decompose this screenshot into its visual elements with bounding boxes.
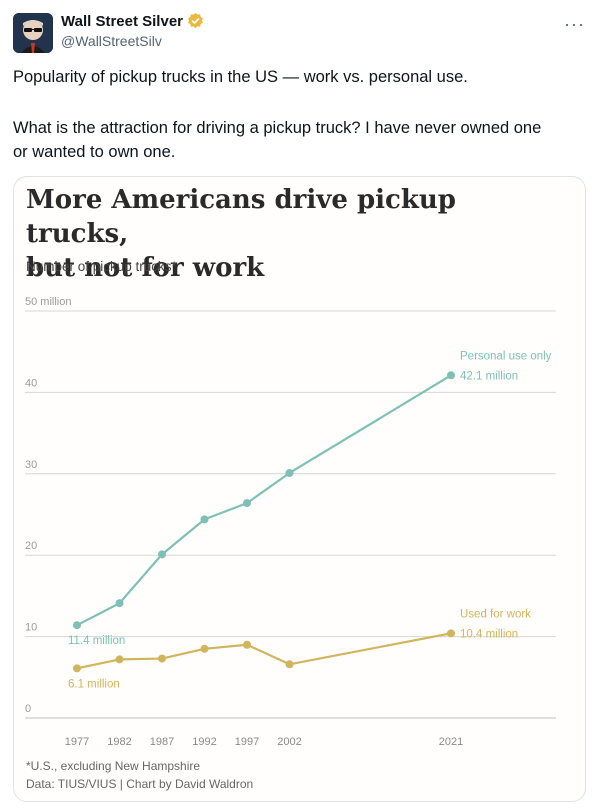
x-tick-label: 1987 (150, 736, 174, 748)
handle[interactable]: @WallStreetSilv (61, 33, 162, 49)
chart-footnote: *U.S., excluding New Hampshire (26, 759, 201, 773)
data-point (158, 654, 166, 663)
x-tick-label: 1992 (192, 736, 216, 748)
y-tick-label: 10 (25, 622, 37, 634)
chart-source: Data: TIUS/VIUS | Chart by David Waldron (26, 777, 254, 791)
tweet-text-line: What is the attraction for driving a pic… (13, 119, 542, 137)
end-value-label: 42.1 million (460, 370, 518, 382)
data-point (158, 550, 166, 559)
y-tick-label: 50 million (25, 296, 71, 308)
data-point (73, 621, 81, 630)
start-value-label: 11.4 million (68, 635, 125, 647)
y-tick-label: 30 (25, 459, 37, 471)
chart-subtitle: Number of pickup trucks* (26, 259, 177, 274)
x-tick-label: 2021 (439, 736, 463, 748)
avatar[interactable] (13, 13, 53, 53)
y-tick-label: 0 (25, 703, 31, 715)
x-tick-label: 1982 (107, 736, 131, 748)
data-point (243, 499, 251, 508)
more-dots-icon[interactable]: ··· (564, 14, 585, 34)
data-point (200, 515, 209, 524)
x-tick-label: 1997 (235, 736, 259, 748)
data-point (243, 640, 251, 649)
chart-title: More Americans drive pickup trucks, but … (26, 185, 456, 283)
end-value-label: 10.4 million (460, 628, 518, 640)
display-name[interactable]: Wall Street Silver (61, 12, 204, 33)
y-tick-label: 20 (25, 540, 37, 552)
x-tick-label: 2002 (277, 736, 301, 748)
chart-image[interactable]: More Americans drive pickup trucks, but … (13, 176, 586, 802)
tweet-text-line: or wanted to own one. (13, 143, 176, 161)
data-point (285, 468, 294, 477)
data-point (73, 664, 81, 673)
line-chart: 0 10 20 30 40 50 million 1977 1982 1987 1992 1997 2… (25, 296, 556, 748)
x-tick-label: 1977 (65, 736, 89, 748)
series-line (76, 632, 452, 670)
data-point (200, 644, 209, 653)
data-point (115, 655, 124, 664)
data-point (447, 629, 455, 638)
start-value-label: 6.1 million (68, 678, 120, 690)
tweet-text-line: Popularity of pickup trucks in the US — … (13, 68, 468, 86)
y-tick-label: 40 (25, 377, 37, 389)
series-line (76, 374, 452, 627)
verified-badge-icon (187, 12, 204, 33)
data-point (447, 371, 455, 380)
data-point (115, 599, 124, 608)
data-point (285, 660, 294, 669)
series-name-label: Used for work (460, 608, 531, 620)
series-name-label: Personal use only (460, 350, 552, 362)
